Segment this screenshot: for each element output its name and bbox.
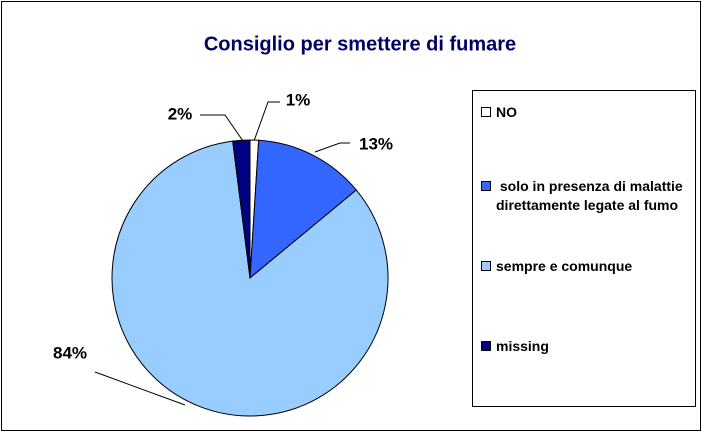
pie-slice <box>111 140 389 417</box>
data-label: 1% <box>286 90 311 109</box>
pie-slice <box>232 139 251 279</box>
data-label: 2% <box>168 104 193 123</box>
data-label: 13% <box>359 134 393 153</box>
pie-slice <box>249 139 358 280</box>
legend-swatch <box>481 261 491 271</box>
legend-label: sempre e comunque <box>496 258 633 274</box>
leader-line <box>253 101 280 142</box>
leader-line <box>314 142 350 153</box>
legend: NO solo in presenza di malattie direttam… <box>472 90 696 407</box>
leader-line <box>200 114 244 142</box>
legend-label: missing <box>496 338 549 354</box>
data-label: 84% <box>53 343 87 362</box>
legend-swatch <box>481 181 491 191</box>
legend-swatch <box>481 107 491 117</box>
leader-line <box>94 371 186 406</box>
legend-label: solo in presenza di malattie direttament… <box>496 178 687 213</box>
legend-swatch <box>481 341 491 351</box>
legend-label: NO <box>496 104 517 120</box>
pie <box>111 139 389 417</box>
chart-title: Consiglio per smettere di fumare <box>204 33 516 55</box>
leader-lines <box>94 101 350 406</box>
